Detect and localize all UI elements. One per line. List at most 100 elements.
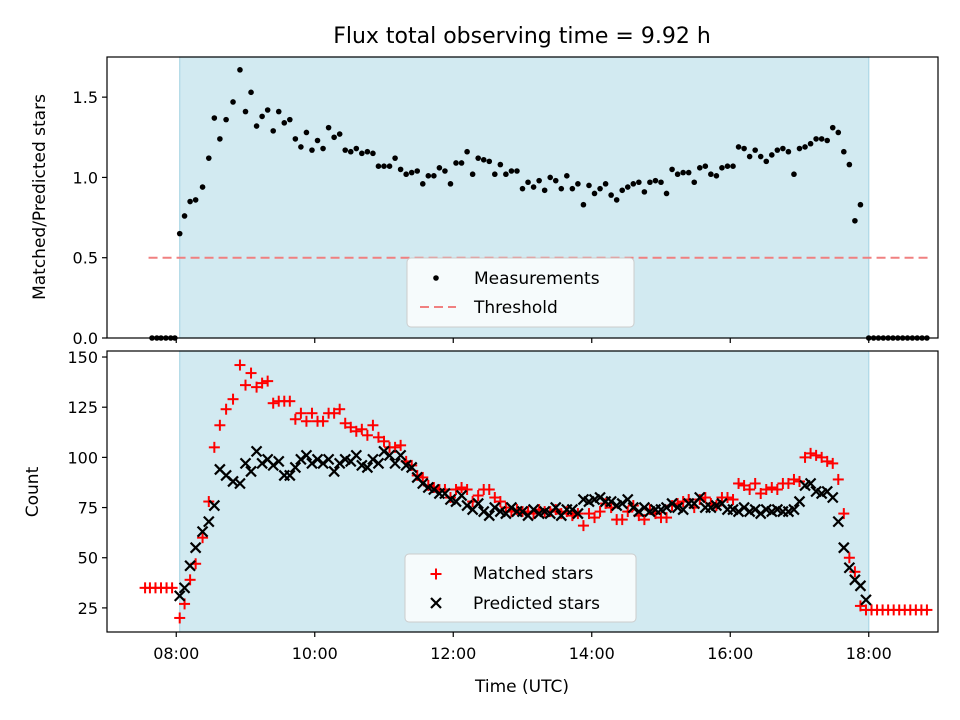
measurement-point — [719, 164, 725, 171]
measurement-point — [237, 67, 243, 73]
matched-star-point — [234, 359, 246, 371]
measurement-point — [591, 190, 598, 197]
predicted-star-point — [860, 594, 872, 606]
matched-star-point — [300, 415, 312, 427]
top-panel: 0.0 0.5 1.0 1.5 Matched/Predicted stars Mea… — [30, 56, 939, 348]
predicted-star-point — [234, 477, 246, 490]
matched-star-point — [328, 407, 340, 419]
matched-star-point — [489, 492, 501, 504]
predicted-star-point — [350, 449, 363, 462]
predicted-star-point — [694, 491, 706, 504]
top-legend-box — [406, 257, 635, 328]
measurement-point — [791, 171, 797, 178]
measurement-point — [211, 115, 218, 121]
measurement-point — [636, 179, 642, 186]
measurement-point — [569, 185, 576, 192]
matched-star-point — [727, 494, 739, 506]
predicted-star-point — [838, 541, 850, 554]
predicted-star-point — [394, 449, 407, 462]
measurement-point — [724, 163, 731, 169]
measurement-point — [298, 144, 304, 150]
top-axes-frame — [106, 56, 939, 339]
measurement-point — [702, 163, 709, 169]
measurement-point — [230, 99, 236, 105]
x-tick-label: 14:00 — [569, 644, 615, 663]
matched-star-point — [395, 439, 407, 451]
matched-star-point — [174, 612, 186, 624]
matched-star-point — [289, 413, 301, 425]
predicted-star-point — [361, 461, 374, 474]
measurement-point — [503, 171, 509, 178]
measurement-point — [619, 187, 626, 194]
predicted-star-point — [173, 590, 186, 602]
matched-star-point — [744, 483, 756, 495]
legend-measurements-label: Measurements — [474, 269, 600, 289]
matched-star-point — [350, 425, 362, 437]
measurement-point — [314, 137, 321, 144]
x-tick-label: 16:00 — [707, 644, 753, 663]
matched-star-point — [921, 604, 933, 616]
predicted-star-point — [383, 449, 396, 462]
measurement-point — [713, 173, 720, 179]
measurement-point — [824, 137, 830, 144]
measurement-point — [841, 148, 847, 155]
measurement-point — [730, 163, 736, 169]
measurement-point — [275, 108, 282, 115]
measurement-point — [492, 171, 498, 178]
top-x-ticks — [175, 338, 870, 343]
measurement-point — [674, 171, 681, 178]
measurement-point — [685, 169, 692, 176]
measurement-point — [663, 190, 670, 197]
matched-star-point — [827, 457, 839, 469]
measurement-point — [813, 136, 819, 142]
measurement-point — [386, 163, 393, 169]
measurement-point — [514, 168, 520, 174]
matched-star-point — [616, 514, 628, 526]
measurement-point — [447, 181, 454, 187]
measurement-point — [519, 185, 526, 192]
matched-star-point — [788, 473, 800, 485]
measurement-point — [353, 145, 360, 152]
bottom-legend: Matched stars Predicted stars — [404, 553, 637, 623]
measurement-point — [857, 201, 864, 208]
measurement-point — [846, 161, 853, 168]
matched-star-point — [805, 447, 817, 459]
matched-star-point — [627, 500, 639, 512]
measurement-point — [248, 89, 254, 96]
measurement-point — [192, 197, 199, 203]
matched-star-point — [760, 483, 772, 495]
x-tick-label: 08:00 — [153, 644, 199, 663]
predicted-stars-points — [173, 445, 872, 606]
predicted-star-point — [208, 499, 221, 512]
matched-star-point — [832, 473, 844, 485]
measurement-point — [774, 147, 781, 153]
matched-star-point — [799, 451, 811, 463]
measurement-point — [336, 131, 343, 137]
measurement-point — [691, 179, 698, 186]
predicted-star-point — [245, 465, 257, 478]
predicted-star-point — [372, 457, 385, 470]
matched-star-point — [406, 459, 418, 471]
predicted-star-point — [455, 489, 468, 502]
matched-star-point — [317, 415, 329, 427]
measurement-point — [375, 163, 382, 169]
predicted-star-point — [328, 465, 340, 478]
measurement-point — [359, 150, 365, 157]
bottom-axes-frame — [106, 350, 939, 633]
measurement-point — [320, 145, 326, 152]
matched-star-point — [214, 419, 226, 431]
measurement-point — [325, 124, 332, 131]
legend-predicted-cross — [430, 597, 442, 609]
measurement-point — [829, 124, 836, 131]
measurement-point — [757, 153, 764, 160]
matched-star-point — [295, 407, 307, 419]
legend-measurements-marker — [433, 275, 439, 281]
y-tick-label: 150 — [67, 348, 98, 367]
matched-star-point — [262, 375, 274, 387]
matched-star-point — [456, 481, 468, 493]
measurement-point — [464, 148, 470, 155]
y-tick-label: 1.5 — [73, 88, 98, 107]
measurement-point — [199, 184, 206, 190]
legend-predicted-marker — [430, 597, 442, 609]
matched-star-point — [483, 483, 495, 495]
